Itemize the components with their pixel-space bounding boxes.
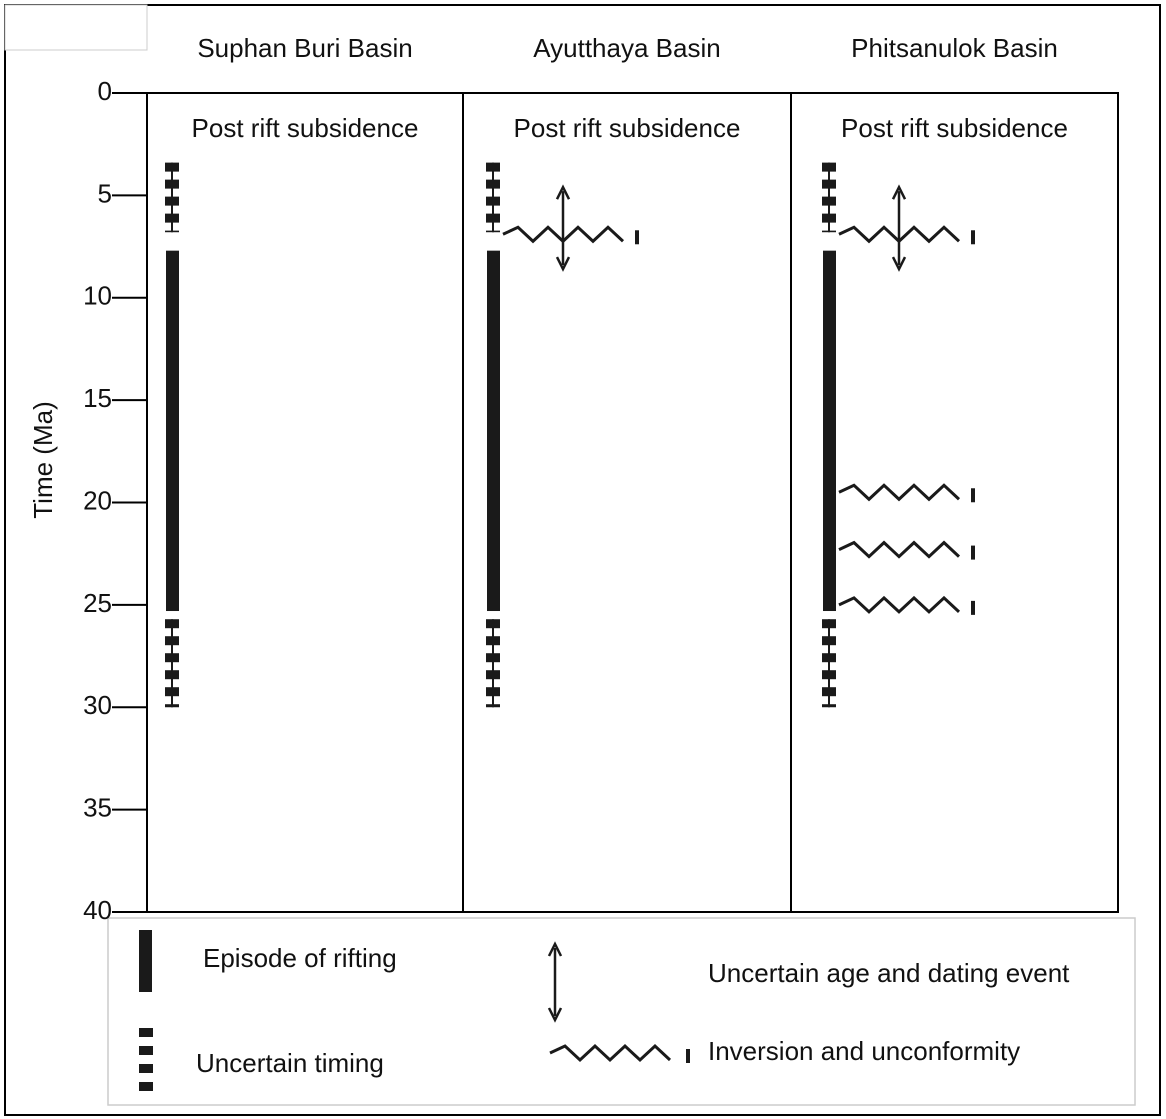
legend-dash-symbol (139, 1046, 153, 1055)
uncertain-timing (486, 619, 500, 708)
y-tick-label: 5 (98, 178, 112, 208)
panel-frame (146, 92, 464, 913)
y-tick-label: 15 (83, 383, 112, 413)
legend-dash-symbol (139, 1028, 153, 1037)
uncertain-timing (486, 162, 500, 233)
y-tick-label: 20 (83, 485, 112, 515)
dash (165, 619, 179, 629)
legend-unconformity-symbol (549, 1043, 672, 1063)
legend-rifting-symbol (139, 930, 152, 992)
dash (822, 230, 836, 233)
dash (165, 670, 179, 680)
legend-label: Episode of rifting (203, 943, 397, 973)
dash (822, 704, 836, 708)
phase-label: Post rift subsidence (841, 113, 1068, 143)
phase-label: Post rift subsidence (192, 113, 419, 143)
unconformity-tick (971, 545, 975, 560)
outer-frame (4, 4, 1161, 1116)
panel-title: Suphan Buri Basin (197, 33, 412, 63)
dash (486, 670, 500, 680)
unconformity-tick (971, 600, 975, 615)
rifting-bar (166, 250, 179, 612)
corner-box (4, 4, 148, 51)
dash (486, 230, 500, 233)
dash (822, 653, 836, 663)
legend-dash-symbol (139, 1064, 153, 1073)
dash (165, 196, 179, 206)
arrow-part (891, 256, 907, 272)
panel-title: Ayutthaya Basin (533, 33, 720, 63)
rifting-bar (823, 250, 836, 612)
unconformity-tick (971, 488, 975, 503)
phase-label: Post rift subsidence (514, 113, 741, 143)
uncertain-timing (165, 619, 179, 708)
uncertain-timing (822, 619, 836, 708)
legend-label: Inversion and unconformity (708, 1036, 1020, 1066)
unconformity-tick (971, 230, 975, 245)
dash (486, 704, 500, 708)
panel-frame (462, 92, 792, 913)
dash (486, 636, 500, 646)
unconformity (838, 540, 961, 559)
arrow-part (891, 184, 907, 200)
y-axis-label: Time (Ma) (28, 401, 58, 518)
legend-box (107, 917, 1136, 1106)
dash (822, 162, 836, 172)
uncertain-timing (822, 162, 836, 233)
legend-arrow-symbol (547, 941, 563, 1023)
panel-title: Phitsanulok Basin (851, 33, 1058, 63)
dash (486, 179, 500, 189)
dash (165, 162, 179, 172)
dash (486, 687, 500, 697)
arrow-part (547, 1007, 563, 1023)
dash (165, 636, 179, 646)
legend-label: Uncertain age and dating event (708, 958, 1070, 988)
dash (165, 230, 179, 233)
y-tick-label: 25 (83, 588, 112, 618)
dash (822, 213, 836, 223)
dash (822, 670, 836, 680)
arrow-part (555, 184, 571, 200)
legend-dash-symbol (139, 1082, 153, 1091)
unconformity (838, 483, 961, 502)
dash (822, 636, 836, 646)
legend-label: Uncertain timing (196, 1048, 384, 1078)
arrow-part (547, 941, 563, 957)
uncertain-timing (165, 162, 179, 233)
dash (486, 213, 500, 223)
panel-frame (790, 92, 1119, 913)
dash (486, 653, 500, 663)
legend-unconformity-tick (686, 1049, 690, 1063)
unconformity (838, 595, 961, 614)
y-tick-label: 10 (83, 281, 112, 311)
dash (486, 162, 500, 172)
dash (165, 704, 179, 708)
y-tick-label: 30 (83, 690, 112, 720)
dash (822, 687, 836, 697)
dash (822, 196, 836, 206)
dash (822, 179, 836, 189)
dash (486, 196, 500, 206)
rifting-bar (487, 250, 500, 612)
dash (165, 179, 179, 189)
y-tick-label: 40 (83, 895, 112, 925)
y-tick-label: 0 (98, 76, 112, 106)
uncertain-age-arrow (555, 184, 571, 272)
dash (486, 619, 500, 629)
arrow-part (555, 256, 571, 272)
dash (165, 687, 179, 697)
uncertain-age-arrow (891, 184, 907, 272)
dash (822, 619, 836, 629)
dash (165, 213, 179, 223)
dash (165, 653, 179, 663)
y-tick-label: 35 (83, 793, 112, 823)
unconformity-tick (635, 230, 639, 245)
